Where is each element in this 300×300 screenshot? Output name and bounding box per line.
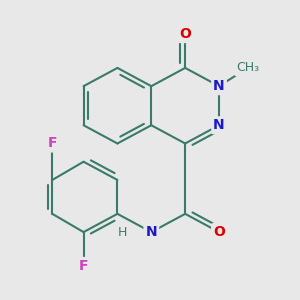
Text: F: F	[47, 136, 57, 151]
Text: N: N	[213, 79, 225, 93]
Text: CH₃: CH₃	[236, 61, 259, 74]
Text: O: O	[213, 225, 225, 239]
Text: O: O	[179, 27, 191, 41]
Text: N: N	[146, 225, 157, 239]
Text: N: N	[213, 118, 225, 132]
Text: H: H	[118, 226, 127, 238]
Text: F: F	[79, 259, 88, 273]
